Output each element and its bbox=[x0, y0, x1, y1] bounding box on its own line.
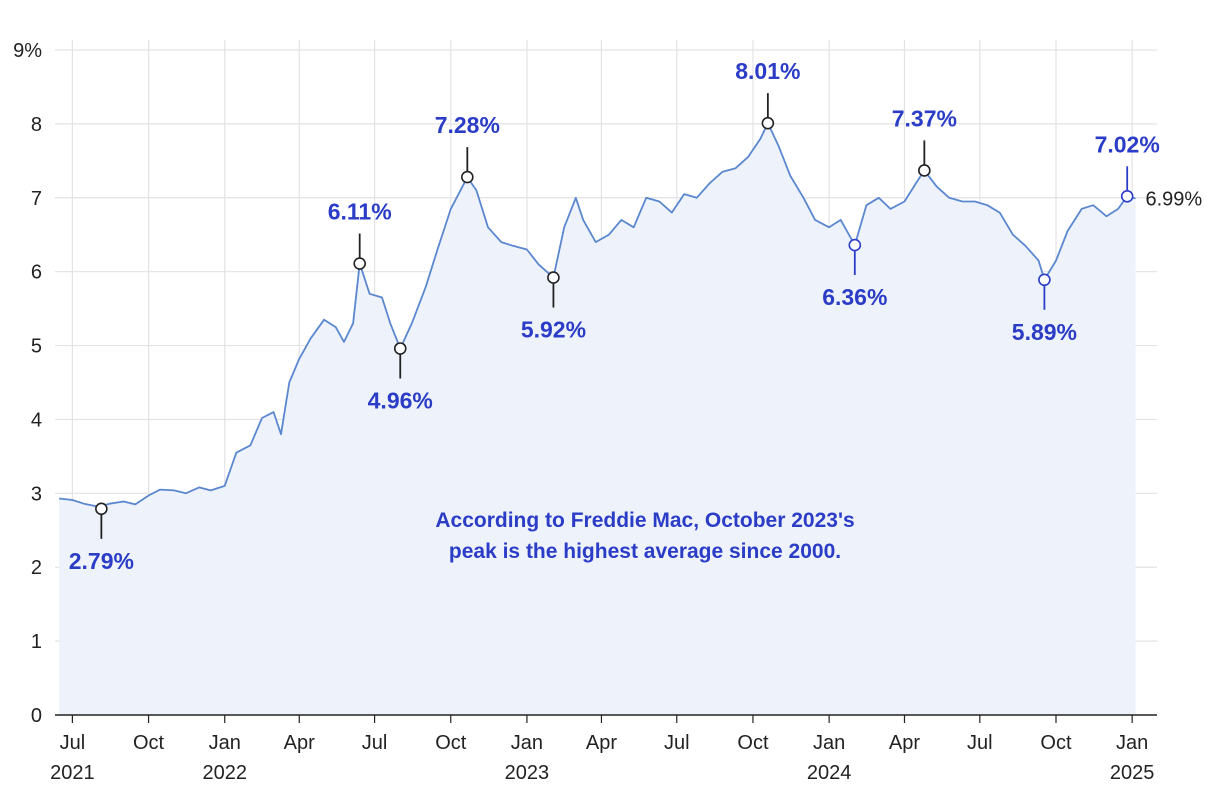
annotation-marker bbox=[95, 502, 108, 516]
annotation-marker bbox=[353, 257, 366, 270]
y-tick-label: 4 bbox=[31, 409, 42, 431]
annotation-label: 8.01% bbox=[735, 58, 800, 84]
annotation-label: 7.02% bbox=[1095, 131, 1160, 157]
annotation-marker bbox=[761, 116, 775, 130]
x-tick-year: 2025 bbox=[1110, 762, 1155, 784]
x-tick-label: Oct bbox=[737, 732, 769, 754]
x-tick-label: Jul bbox=[967, 732, 993, 754]
x-tick-label: Apr bbox=[586, 732, 617, 754]
annotation-label: 5.89% bbox=[1012, 319, 1077, 345]
y-tick-label: 0 bbox=[31, 705, 42, 727]
rate-area bbox=[59, 123, 1136, 716]
annotation-marker bbox=[461, 170, 474, 184]
y-tick-label: 6 bbox=[31, 262, 42, 284]
annotation-marker bbox=[1038, 273, 1051, 287]
x-tick-label: Apr bbox=[284, 732, 315, 754]
rate-line bbox=[58, 122, 1136, 508]
x-tick-label: Jul bbox=[664, 732, 690, 754]
end-value-label: 6.99% bbox=[1145, 189, 1202, 211]
x-tick-label: Oct bbox=[133, 732, 165, 754]
x-tick-label: Jan bbox=[511, 732, 543, 754]
annotation-marker bbox=[918, 164, 931, 177]
x-tick-label: Jul bbox=[60, 732, 86, 754]
x-tick-label: Oct bbox=[435, 732, 467, 754]
annotation-label: 4.96% bbox=[368, 388, 433, 414]
annotation-marker bbox=[1120, 190, 1134, 203]
x-tick-year: 2022 bbox=[202, 762, 247, 784]
annotation-label: 7.28% bbox=[435, 112, 500, 138]
x-tick-year: 2023 bbox=[505, 762, 550, 784]
annotations: 2.79% 6.11% 4.96% 7.28% 5.92% 8.01% 6.36% 7.37%… bbox=[69, 58, 1160, 574]
y-axis-ticks: 0 1 2 3 4 5 6 7 8 9% bbox=[13, 40, 42, 727]
annotation-marker bbox=[547, 271, 560, 284]
annotation-label: 6.36% bbox=[822, 284, 887, 310]
y-tick-label: 9% bbox=[13, 40, 42, 62]
x-axis-ticks: Jul 2021 Oct Jan 2022 Apr Jul Oct Jan 2023 Apr Jul O… bbox=[50, 715, 1154, 784]
annotation-label: 2.79% bbox=[69, 548, 134, 574]
x-tick-year: 2021 bbox=[50, 762, 95, 784]
x-tick-label: Jan bbox=[813, 732, 845, 754]
annotation-label: 6.11% bbox=[328, 199, 392, 225]
x-tick-label: Apr bbox=[889, 732, 920, 754]
annotation-marker bbox=[848, 238, 862, 252]
y-tick-label: 8 bbox=[31, 114, 42, 136]
x-tick-label: Jul bbox=[362, 732, 388, 754]
y-tick-label: 5 bbox=[31, 336, 42, 358]
note-line-2: peak is the highest average since 2000. bbox=[449, 540, 841, 563]
annotation-label: 7.37% bbox=[892, 105, 957, 131]
x-tick-year: 2024 bbox=[807, 762, 852, 784]
note-line-1: According to Freddie Mac, October 2023's bbox=[435, 509, 854, 532]
x-tick-label: Oct bbox=[1040, 732, 1072, 754]
annotation-marker bbox=[393, 342, 407, 355]
x-tick-label: Jan bbox=[209, 732, 241, 754]
annotation-label: 5.92% bbox=[521, 317, 586, 343]
y-tick-label: 2 bbox=[31, 557, 42, 579]
y-tick-label: 3 bbox=[31, 483, 42, 505]
x-tick-label: Jan bbox=[1116, 732, 1148, 754]
y-tick-label: 7 bbox=[31, 188, 42, 210]
y-tick-label: 1 bbox=[31, 631, 42, 653]
